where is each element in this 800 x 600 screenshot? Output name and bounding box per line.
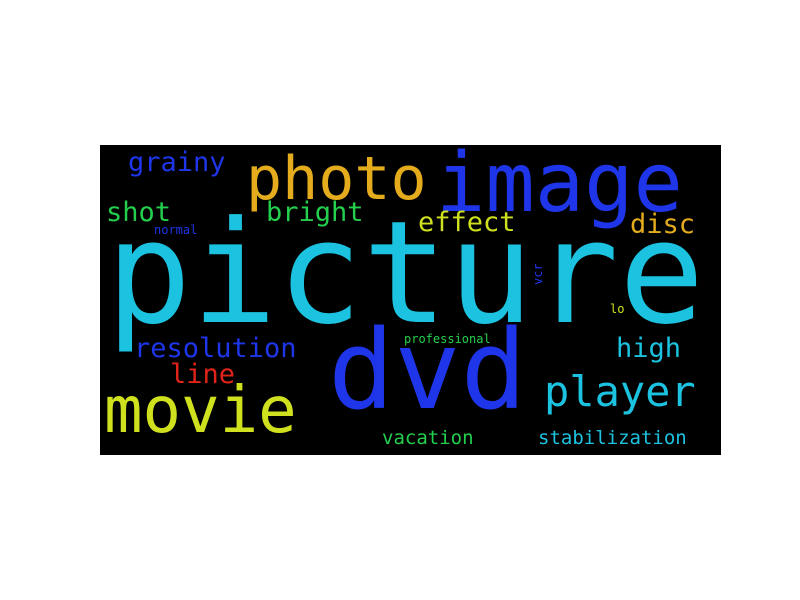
word-stabilization: stabilization [538, 427, 687, 449]
word-image: image [436, 145, 683, 231]
word-professional: professional [404, 332, 491, 346]
word-movie: movie [104, 374, 297, 448]
word-resolution: resolution [134, 333, 297, 364]
word-lo: lo [610, 302, 625, 316]
word-vacation: vacation [382, 427, 474, 449]
word-player: player [544, 367, 696, 416]
word-line: line [170, 359, 236, 390]
word-vcr: vcr [531, 263, 545, 285]
word-normal: normal [154, 223, 198, 237]
word-dvd: dvd [328, 306, 527, 434]
word-effect: effect [418, 207, 516, 238]
word-grainy: grainy [128, 147, 226, 178]
word-picture: picture [106, 191, 705, 356]
word-photo: photo [246, 145, 427, 214]
word-high: high [616, 333, 682, 364]
word-disc: disc [630, 209, 696, 240]
word-shot: shot [106, 197, 172, 228]
word-bright: bright [266, 197, 364, 228]
word-cloud: picture dvd image photo movie player gra… [100, 145, 721, 455]
